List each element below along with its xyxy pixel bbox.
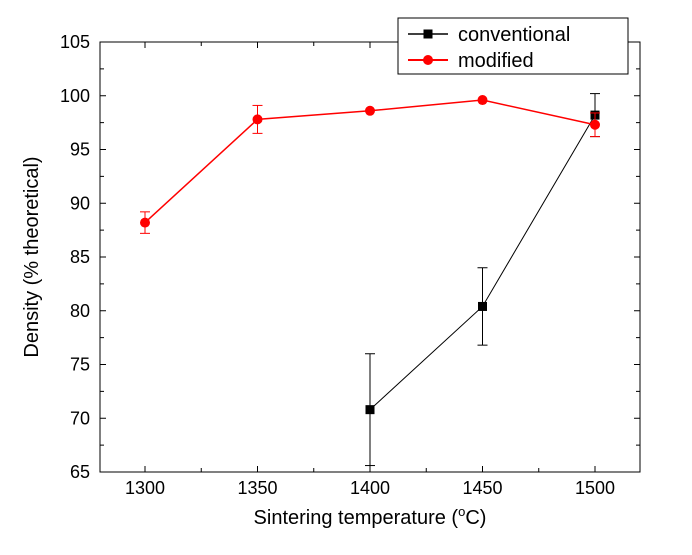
marker-conventional [366,405,375,414]
x-tick-label: 1300 [125,478,165,498]
legend: conventional modified [398,18,628,74]
x-axis-label: Sintering temperature (oC) [254,504,487,529]
y-tick-label: 70 [70,408,90,428]
y-tick-label: 65 [70,462,90,482]
legend-label-modified: modified [458,50,534,72]
chart-container: 1300 1350 1400 1450 1500 65 70 75 80 85 90 95 100 105… [0,0,692,555]
y-tick-label: 85 [70,247,90,267]
y-tick-label: 80 [70,301,90,321]
x-tick-label: 1400 [350,478,390,498]
legend-label-conventional: conventional [458,24,570,46]
density-vs-sintering-chart: 1300 1350 1400 1450 1500 65 70 75 80 85 90 95 100 105… [0,0,692,555]
y-tick-label: 95 [70,140,90,160]
marker-modified [253,114,263,124]
x-tick-label: 1450 [462,478,502,498]
marker-modified [478,95,488,105]
marker-modified [365,106,375,116]
marker-modified [140,218,150,228]
x-tick-label: 1500 [575,478,615,498]
y-tick-label: 100 [60,86,90,106]
y-axis-label: Density (% theoretical) [21,156,43,357]
y-tick-label: 75 [70,355,90,375]
marker-modified [590,120,600,130]
marker-conventional [478,302,487,311]
y-tick-label: 90 [70,193,90,213]
y-tick-label: 105 [60,32,90,52]
x-tick-label: 1350 [237,478,277,498]
